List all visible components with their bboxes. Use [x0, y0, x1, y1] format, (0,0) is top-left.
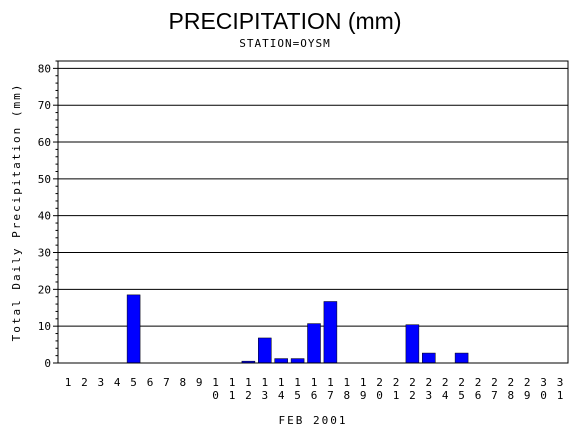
- y-tick-label: 20: [38, 283, 51, 296]
- bar-day-16: [307, 323, 321, 364]
- y-axis-label: Total Daily Precipitation (mm): [10, 83, 23, 342]
- x-tick-label: 2: [81, 376, 88, 389]
- y-tick-label: 30: [38, 247, 51, 260]
- x-tick-label: 4: [114, 376, 121, 389]
- y-tick-label: 60: [38, 136, 51, 149]
- y-tick-label: 50: [38, 173, 51, 186]
- bar-day-23: [422, 352, 436, 364]
- x-tick-label: 9: [196, 376, 203, 389]
- y-tick-label: 0: [44, 357, 51, 370]
- plot-frame: [57, 60, 569, 364]
- y-axis: 0 10 20 30 40 50 60 70 80: [38, 60, 58, 370]
- bar-day-25: [454, 352, 469, 364]
- y-tick-label: 10: [38, 320, 51, 333]
- x-tick-label: 1: [65, 376, 72, 389]
- x-tick-label: 6: [147, 376, 154, 389]
- chart-title: PRECIPITATION (mm): [169, 8, 402, 34]
- x-axis: 1 2 3 4 5 6 7 8 9 1 01 11 21 31 41 51 61 71 81 92 02 12 22 32 42…: [65, 376, 564, 402]
- y-tick-label: 40: [38, 210, 51, 223]
- chart-subtitle: STATION=OYSM: [239, 37, 330, 50]
- x-axis-label: FEB 2001: [279, 414, 348, 427]
- x-tick-label: 7: [163, 376, 170, 389]
- gridlines: [58, 67, 568, 327]
- x-tick-label: 5: [130, 376, 137, 389]
- bar-day-13: [258, 337, 272, 364]
- bar-day-17: [323, 301, 338, 364]
- x-tick-label: 8: [179, 376, 186, 389]
- bars: [126, 294, 469, 364]
- y-tick-label: 70: [38, 99, 51, 112]
- x-tick-label: 3: [97, 376, 104, 389]
- bar-day-14: [274, 358, 288, 364]
- bar-day-22: [405, 324, 420, 364]
- y-tick-label: 80: [38, 62, 51, 75]
- bar-day-5: [126, 294, 141, 364]
- bar-day-15: [290, 358, 305, 364]
